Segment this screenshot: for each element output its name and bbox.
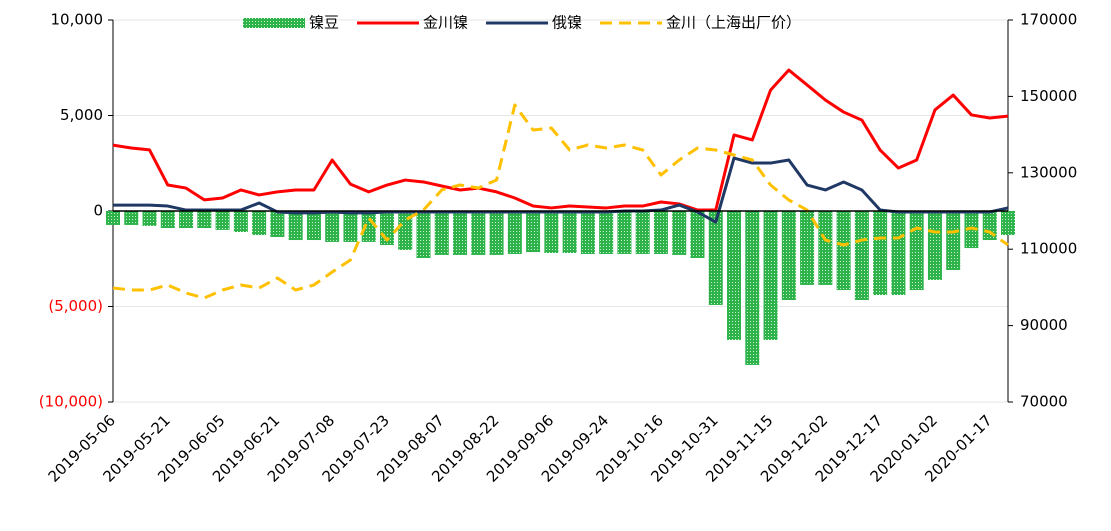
line-series	[112, 103, 1009, 300]
bar	[306, 211, 321, 241]
line-series	[113, 156, 1009, 224]
bar	[416, 211, 431, 258]
bar	[562, 211, 577, 254]
bar	[526, 211, 541, 253]
legend-swatch	[243, 18, 305, 28]
bar	[745, 211, 760, 365]
line-series	[112, 68, 1009, 212]
legend-label: 俄镍	[552, 14, 582, 32]
bar	[270, 211, 285, 237]
bar	[690, 211, 705, 258]
bar	[800, 211, 815, 285]
bar	[836, 211, 851, 291]
bar	[617, 211, 632, 254]
bar	[398, 211, 413, 250]
y-tick-label: 10,000	[51, 11, 104, 29]
bar	[891, 211, 906, 296]
bar	[854, 211, 869, 301]
bar	[946, 211, 961, 271]
bar	[818, 211, 833, 285]
bar	[672, 211, 687, 255]
bar	[873, 211, 888, 296]
bar	[763, 211, 778, 340]
bar	[471, 211, 486, 255]
bar	[708, 211, 723, 305]
bar	[927, 211, 942, 280]
bar	[580, 211, 595, 254]
bar	[653, 211, 668, 254]
bar	[179, 211, 194, 228]
bar	[434, 211, 449, 255]
bar	[142, 211, 157, 226]
y2-tick-label: 130000	[1020, 163, 1077, 181]
y-tick-label: (5,000)	[48, 297, 103, 315]
bar	[635, 211, 650, 254]
bar	[288, 211, 303, 241]
y2-tick-label: 110000	[1020, 240, 1077, 258]
y-tick-label: 0	[93, 202, 103, 220]
y-tick-label: (10,000)	[39, 393, 103, 411]
y2-tick-label: 170000	[1020, 11, 1077, 29]
bar	[453, 211, 468, 255]
bar	[489, 211, 504, 255]
bar	[727, 211, 742, 340]
y-tick-label: 5,000	[60, 106, 103, 124]
bar	[343, 211, 358, 242]
y2-tick-label: 150000	[1020, 87, 1077, 105]
bar	[215, 211, 230, 230]
bar	[909, 211, 924, 291]
legend-label: 金川（上海出厂价）	[666, 14, 801, 32]
bar	[252, 211, 267, 236]
bar	[1001, 211, 1015, 236]
legend-label: 镍豆	[309, 14, 339, 32]
bar	[325, 211, 340, 242]
legend-label: 金川镍	[423, 14, 468, 32]
bar	[544, 211, 559, 254]
bar	[507, 211, 522, 254]
y2-tick-label: 70000	[1020, 393, 1068, 411]
bar	[160, 211, 175, 228]
y2-tick-label: 90000	[1020, 316, 1068, 334]
bar	[361, 211, 376, 242]
bar	[599, 211, 614, 254]
bar	[124, 211, 139, 225]
bar	[781, 211, 796, 301]
bar	[106, 211, 120, 225]
bar	[233, 211, 248, 233]
bar	[197, 211, 212, 228]
